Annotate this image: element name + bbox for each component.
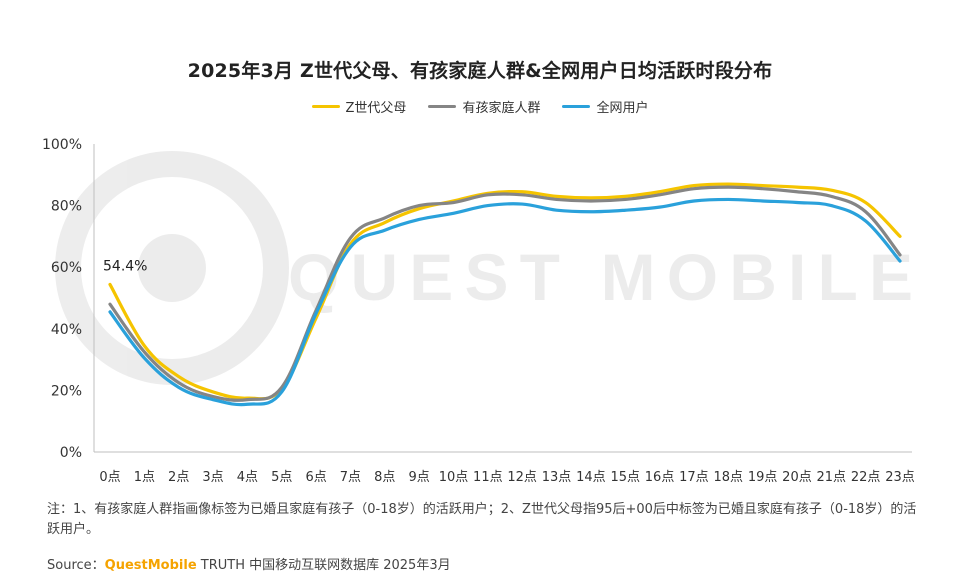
x-tick-label: 16点 (645, 470, 675, 485)
x-tick-label: 5点 (271, 470, 292, 485)
x-tick-label: 17点 (679, 470, 709, 485)
legend-item-all-users: 全网用户 (562, 97, 648, 116)
y-tick-label: 20% (51, 383, 82, 399)
legend-label-z-gen-parents: Z世代父母 (345, 101, 407, 116)
x-tick-label: 10点 (439, 470, 469, 485)
x-tick-label: 23点 (885, 470, 915, 485)
x-tick-label: 0点 (99, 470, 120, 485)
x-tick-label: 21点 (817, 470, 847, 485)
x-tick-label: 13点 (542, 470, 572, 485)
source-brand: QuestMobile (104, 558, 197, 573)
x-tick-label: 11点 (473, 470, 503, 485)
x-tick-label: 12点 (507, 470, 537, 485)
chart-legend: Z世代父母 有孩家庭人群 全网用户 (0, 97, 960, 116)
source-line: Source：QuestMobile TRUTH 中国移动互联网数据库 2025… (47, 554, 451, 573)
series-line-all-users (108, 197, 902, 407)
chart-title: 2025年3月 Z世代父母、有孩家庭人群&全网用户日均活跃时段分布 (187, 60, 773, 82)
legend-item-z-gen-parents: Z世代父母 (311, 97, 407, 116)
legend-item-families-with-kids: 有孩家庭人群 (428, 97, 540, 116)
footnote: 注：1、有孩家庭人群指画像标签为已婚且家庭有孩子（0-18岁）的活跃用户；2、Z… (47, 502, 917, 537)
legend-swatch-z-gen-parents (311, 105, 340, 108)
x-tick-label: 3点 (202, 470, 223, 485)
series-line-families-with-kids (108, 185, 902, 402)
x-tick-label: 4点 (237, 470, 258, 485)
legend-label-all-users: 全网用户 (596, 101, 649, 116)
x-tick-label: 19点 (748, 470, 778, 485)
y-tick-label: 0% (60, 445, 82, 461)
data-label: 54.4% (103, 258, 147, 274)
x-tick-label: 20点 (782, 470, 812, 485)
watermark-logo-dot (138, 234, 206, 302)
x-tick-label: 14点 (576, 470, 606, 485)
x-tick-label: 6点 (305, 470, 326, 485)
y-tick-label: 40% (51, 322, 82, 338)
legend-swatch-all-users (562, 105, 591, 108)
source-label: Source： (47, 558, 105, 573)
x-tick-label: 15点 (610, 470, 640, 485)
x-tick-label: 9点 (408, 470, 429, 485)
watermark-text: QUEST MOBILE (288, 240, 913, 314)
legend-label-families-with-kids: 有孩家庭人群 (462, 101, 541, 116)
x-tick-label: 22点 (851, 470, 881, 485)
y-tick-label: 100% (42, 137, 82, 153)
y-tick-label: 80% (51, 199, 82, 215)
legend-swatch-families-with-kids (428, 105, 457, 108)
x-tick-label: 8点 (374, 470, 395, 485)
x-tick-label: 2点 (168, 470, 189, 485)
source-text: TRUTH 中国移动互联网数据库 2025年3月 (196, 558, 451, 573)
series-line-z-gen-parents (108, 182, 902, 401)
x-tick-label: 7点 (340, 470, 361, 485)
y-tick-label: 60% (51, 260, 82, 276)
x-tick-label: 18点 (713, 470, 743, 485)
x-tick-label: 1点 (134, 470, 155, 485)
